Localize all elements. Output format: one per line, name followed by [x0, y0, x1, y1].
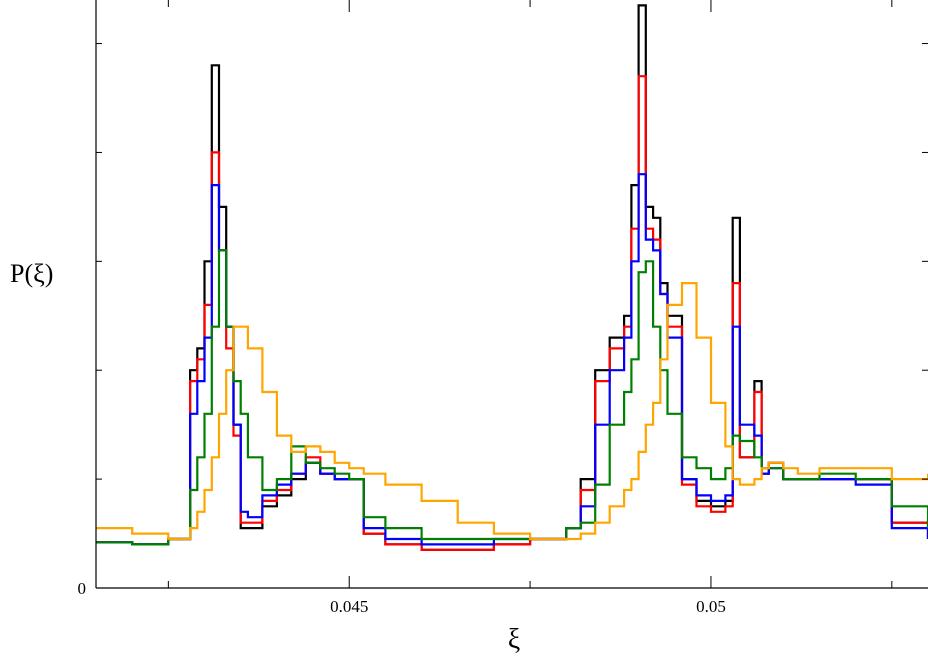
- series-line-3: [96, 173, 928, 546]
- x-tick-label: 0.045: [330, 597, 368, 616]
- x-axis-label: ξ: [508, 624, 520, 655]
- plot-frame: [95, 0, 928, 589]
- x-tick-label: 0.05: [696, 597, 726, 616]
- series-layer: [96, 4, 928, 551]
- series-line-4: [96, 249, 928, 546]
- y-tick-label: 0: [78, 579, 87, 598]
- tick-layer: 0.045 0.05 0: [78, 0, 928, 616]
- y-axis-label: P(ξ): [10, 259, 53, 288]
- series-line-1: [96, 4, 928, 551]
- series-line-5: [96, 282, 928, 541]
